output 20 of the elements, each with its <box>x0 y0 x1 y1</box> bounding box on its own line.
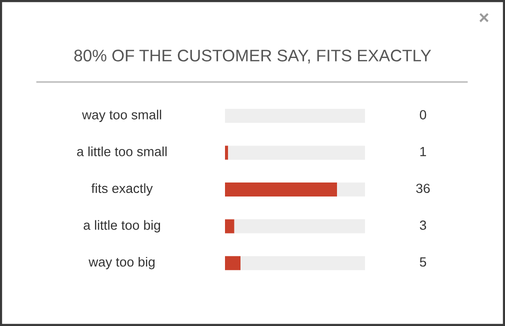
y-tick-label: a little too big <box>84 220 160 232</box>
bar <box>225 256 241 270</box>
bar <box>225 219 234 234</box>
bar <box>225 146 228 160</box>
data-label: 0 <box>420 110 426 120</box>
bar <box>234 219 365 234</box>
bar <box>337 182 365 196</box>
data-label: 36 <box>416 184 430 194</box>
data-label: 3 <box>420 220 426 230</box>
text: × <box>479 13 489 22</box>
y-tick-label: fits exactly <box>91 183 153 196</box>
data-label: 1 <box>420 147 426 156</box>
y-tick-label: way too small <box>82 110 162 122</box>
y-tick-label: way too big <box>88 256 155 270</box>
data-label: 5 <box>420 257 426 267</box>
bar <box>228 146 365 160</box>
chart-title: 80% OF THE CUSTOMER SAY, FITS EXACTLY <box>74 50 432 64</box>
bar <box>240 256 365 270</box>
bar <box>225 182 337 196</box>
y-tick-label: a little too small <box>77 146 167 156</box>
